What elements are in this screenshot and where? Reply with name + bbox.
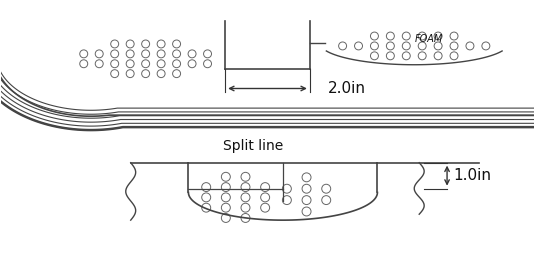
- Text: 1.0in: 1.0in: [453, 168, 491, 183]
- Text: FOAM: FOAM: [415, 34, 444, 44]
- Text: Split line: Split line: [223, 139, 283, 153]
- Text: 2.0in: 2.0in: [327, 81, 366, 96]
